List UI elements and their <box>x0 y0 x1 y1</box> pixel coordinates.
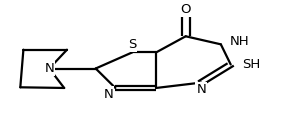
Text: SH: SH <box>242 58 260 71</box>
Text: N: N <box>104 88 113 101</box>
Text: O: O <box>181 3 191 16</box>
Text: NH: NH <box>229 35 249 48</box>
Text: N: N <box>196 83 206 96</box>
Text: S: S <box>128 38 136 51</box>
Text: N: N <box>44 62 54 75</box>
